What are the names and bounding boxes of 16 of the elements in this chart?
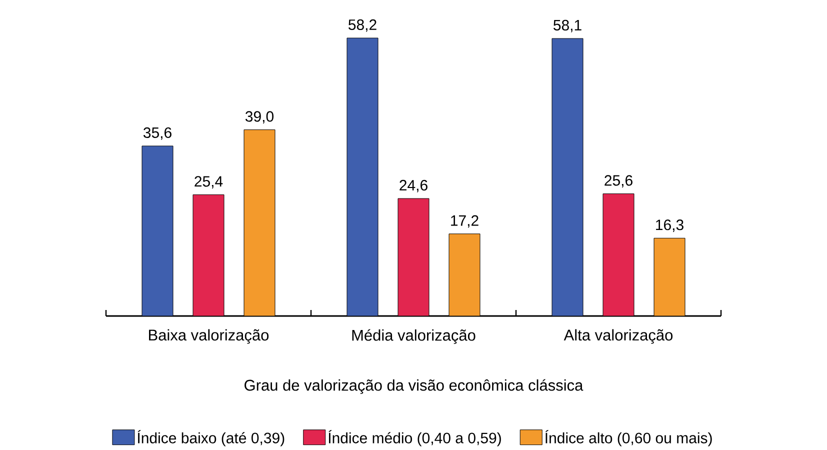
data-label: 24,6 [400,180,428,192]
data-label: 25,4 [194,176,223,188]
data-label: 35,6 [143,127,172,140]
x-tick-label: Baixa valorização [149,329,269,344]
legend-label: Índice alto (0,60 ou mais) [545,430,712,446]
data-label: 58,1 [554,20,582,32]
data-label: 39,0 [245,111,274,124]
legend-label: Índice baixo (até 0,39) [138,430,284,446]
data-label: 58,2 [348,19,376,32]
x-axis-title: Grau de valorização da visão econômica clássica [244,379,584,394]
x-tick-label: Alta valorização [564,329,673,344]
legend-label: Índice médio (0,40 a 0,59) [328,430,501,446]
data-label: 16,3 [656,220,684,232]
x-tick-label: Média valorização [352,329,476,344]
data-label: 25,6 [604,175,632,188]
data-label: 17,2 [451,215,478,228]
